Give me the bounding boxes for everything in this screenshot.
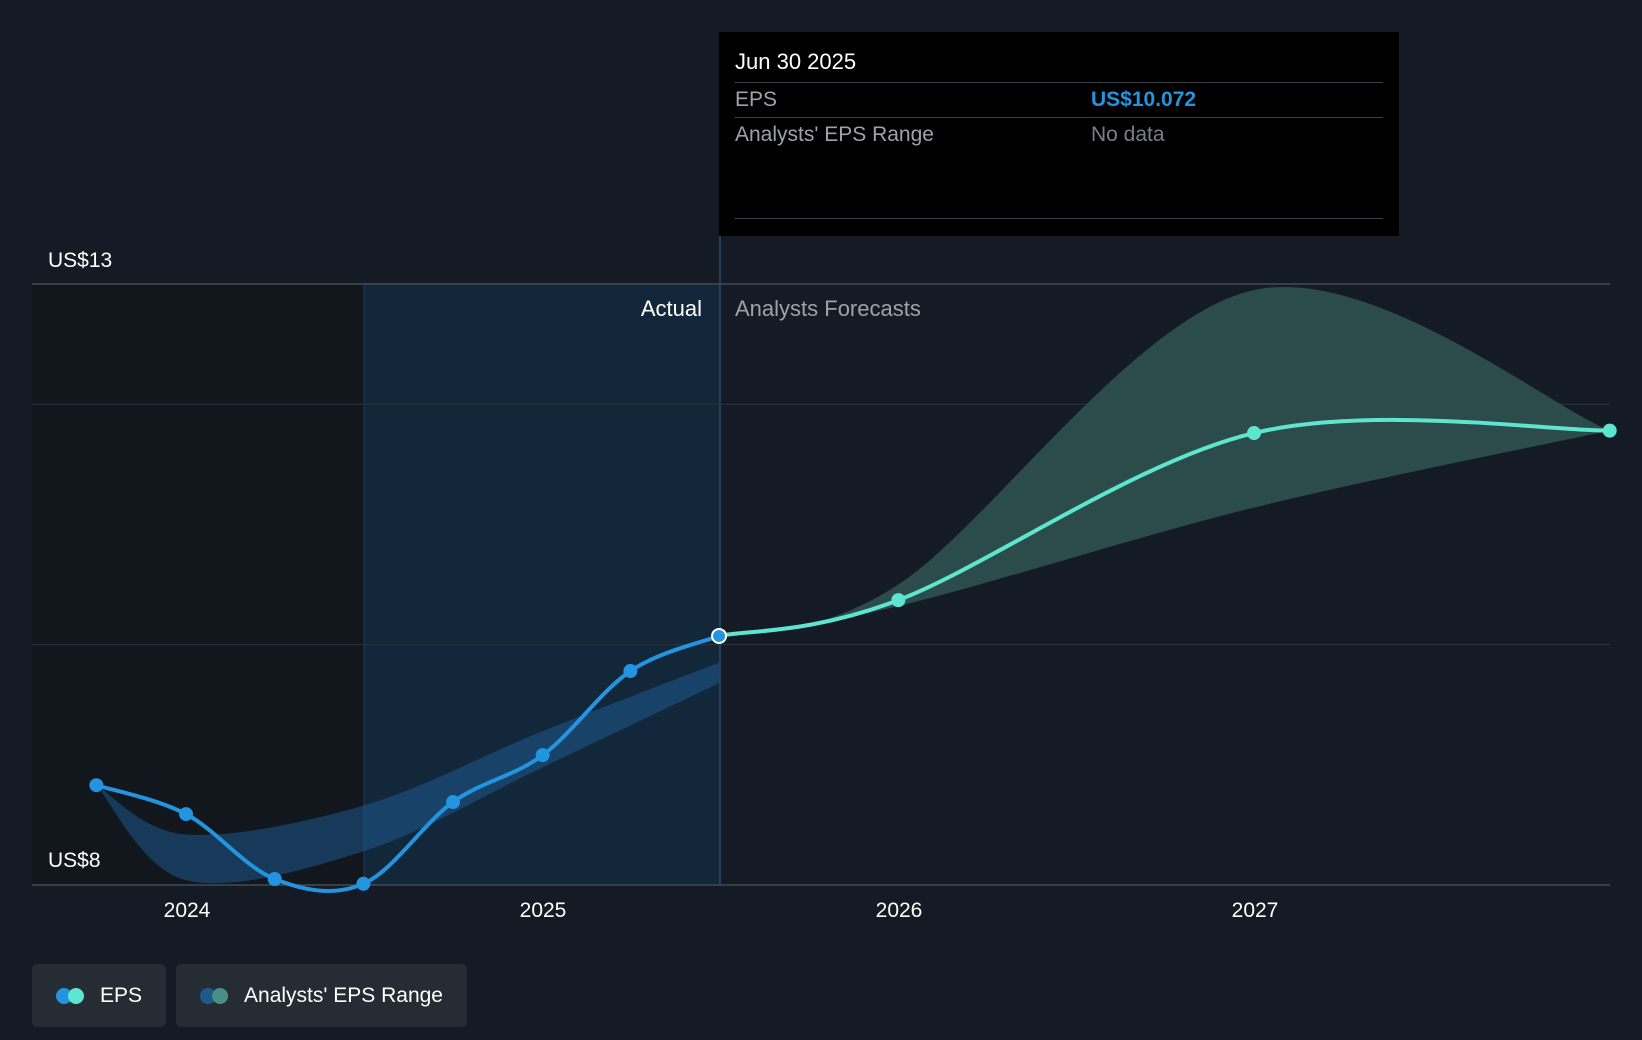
tooltip-range-label: Analysts' EPS Range — [735, 123, 934, 146]
eps-lines — [94, 417, 1612, 893]
eps-range-bands — [96, 286, 1610, 884]
tooltip-row-eps: EPS US$10.072 — [735, 83, 1383, 118]
legend-range-label: Analysts' EPS Range — [244, 983, 443, 1007]
eps-actual-point-2023-09-30 — [89, 778, 104, 793]
x-tick-2025: 2025 — [520, 899, 567, 922]
legend: EPS Analysts' EPS Range — [32, 964, 467, 1027]
eps-actual-point-2025-06-30 — [711, 627, 728, 644]
actual-range-band — [96, 662, 720, 884]
past-shade — [32, 284, 364, 885]
x-tick-2027: 2027 — [1232, 899, 1279, 922]
forecast-label: Analysts Forecasts — [735, 296, 921, 321]
tooltip-range-value: No data — [1091, 123, 1165, 146]
eps-points — [89, 423, 1617, 891]
eps-actual-point-2024-06-30 — [356, 876, 371, 891]
range-legend-icon — [200, 987, 230, 1004]
eps-actual-point-2024-03-31 — [267, 871, 282, 886]
eps-forecast-point-2025-12-31 — [891, 593, 906, 608]
eps-actual-line — [94, 633, 722, 893]
eps-legend-icon — [56, 987, 86, 1004]
x-tick-2024: 2024 — [164, 899, 211, 922]
tooltip-bottom-rule — [735, 218, 1383, 219]
tooltip-eps-value: US$10.072 — [1091, 88, 1197, 111]
eps-actual-point-2023-12-31 — [179, 807, 194, 822]
tooltip-eps-label: EPS — [735, 88, 778, 111]
y-label-bottom: US$8 — [48, 849, 101, 872]
eps-actual-point-2024-12-31 — [535, 748, 550, 763]
actual-label: Actual — [641, 296, 702, 321]
legend-item-eps[interactable]: EPS — [32, 964, 167, 1027]
tooltip: Jun 30 2025 EPS US$10.072 Analysts' EPS … — [719, 32, 1399, 236]
y-label-top: US$13 — [48, 249, 112, 272]
forecast-range-band — [719, 286, 1610, 636]
eps-forecast-point-2026-12-31 — [1247, 426, 1262, 441]
eps-forecast-line — [717, 417, 1612, 638]
legend-eps-label: EPS — [100, 983, 143, 1007]
legend-item-range[interactable]: Analysts' EPS Range — [176, 964, 467, 1027]
eps-forecast-point-2027-12-31 — [1602, 423, 1617, 438]
tooltip-date: Jun 30 2025 — [735, 32, 1383, 83]
x-tick-2026: 2026 — [876, 899, 923, 922]
tooltip-row-range: Analysts' EPS Range No data — [735, 118, 1383, 152]
eps-actual-point-2024-09-30 — [446, 795, 461, 810]
eps-actual-point-2025-03-31 — [623, 664, 638, 679]
